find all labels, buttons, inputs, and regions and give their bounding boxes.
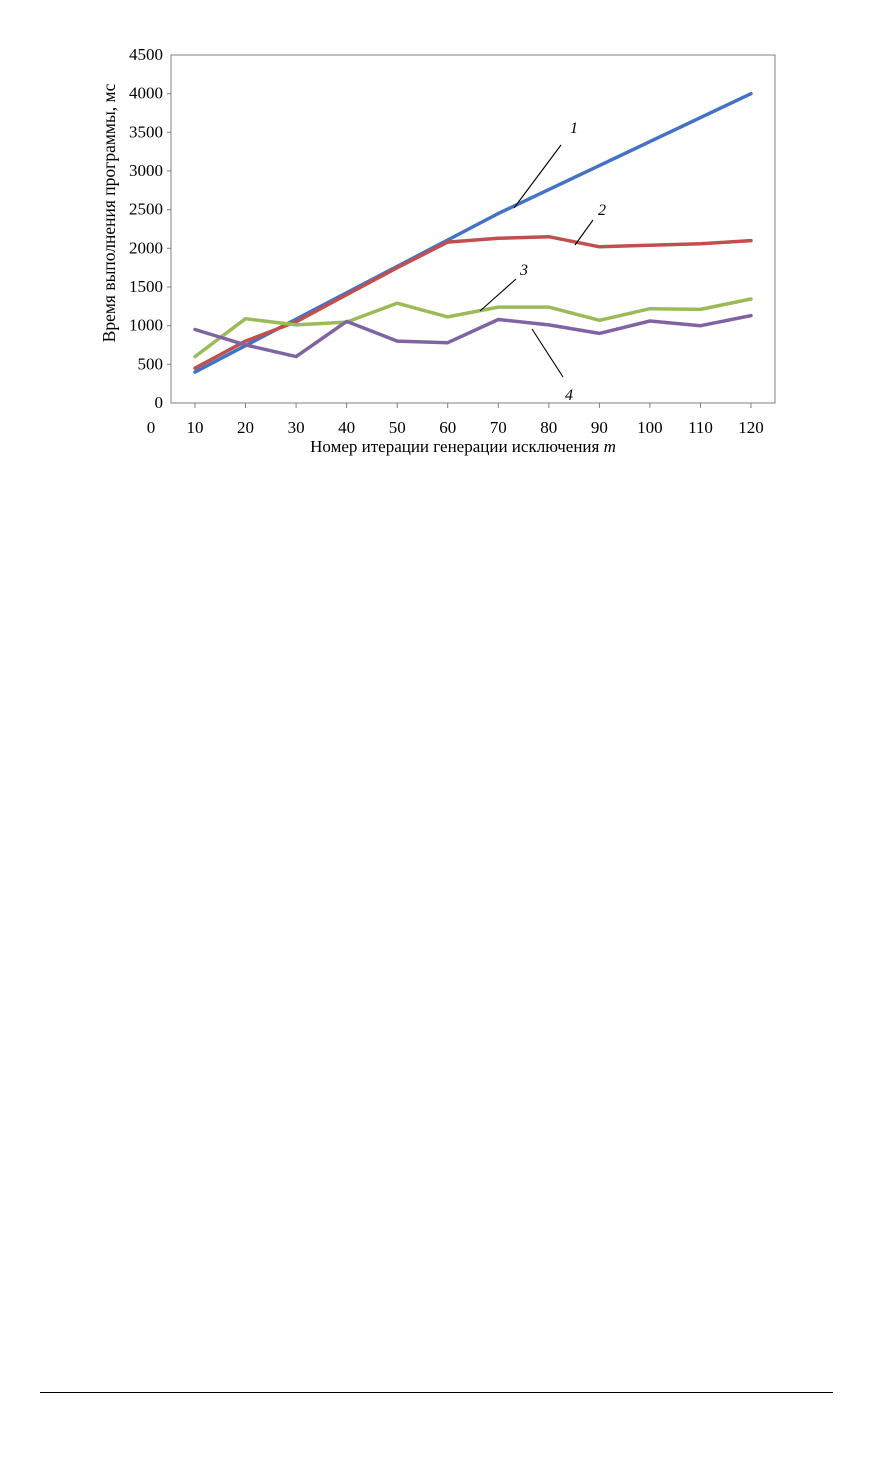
svg-text:3500: 3500 [129, 122, 163, 141]
svg-text:Время выполнения программы, мс: Время выполнения программы, мс [99, 83, 119, 342]
svg-text:90: 90 [591, 418, 608, 437]
svg-text:60: 60 [439, 418, 456, 437]
svg-text:4: 4 [565, 387, 573, 404]
svg-text:80: 80 [540, 418, 557, 437]
svg-text:50: 50 [389, 418, 406, 437]
svg-text:2500: 2500 [129, 200, 163, 219]
svg-text:40: 40 [338, 418, 355, 437]
svg-text:1000: 1000 [129, 316, 163, 335]
svg-text:500: 500 [138, 354, 164, 373]
svg-text:70: 70 [490, 418, 507, 437]
svg-text:1: 1 [570, 120, 578, 137]
svg-text:2: 2 [598, 202, 606, 219]
svg-text:120: 120 [738, 418, 764, 437]
svg-text:1500: 1500 [129, 277, 163, 296]
svg-text:3000: 3000 [129, 161, 163, 180]
svg-text:0: 0 [155, 393, 164, 412]
svg-text:110: 110 [688, 418, 713, 437]
svg-text:2000: 2000 [129, 238, 163, 257]
svg-text:20: 20 [237, 418, 254, 437]
svg-text:30: 30 [288, 418, 305, 437]
svg-text:0: 0 [147, 418, 156, 437]
svg-text:Номер итерации генерации исклю: Номер итерации генерации исключения m [310, 437, 616, 456]
svg-text:3: 3 [519, 262, 528, 279]
svg-text:4000: 4000 [129, 84, 163, 103]
svg-text:10: 10 [187, 418, 204, 437]
svg-text:100: 100 [637, 418, 663, 437]
svg-text:4500: 4500 [129, 45, 163, 64]
